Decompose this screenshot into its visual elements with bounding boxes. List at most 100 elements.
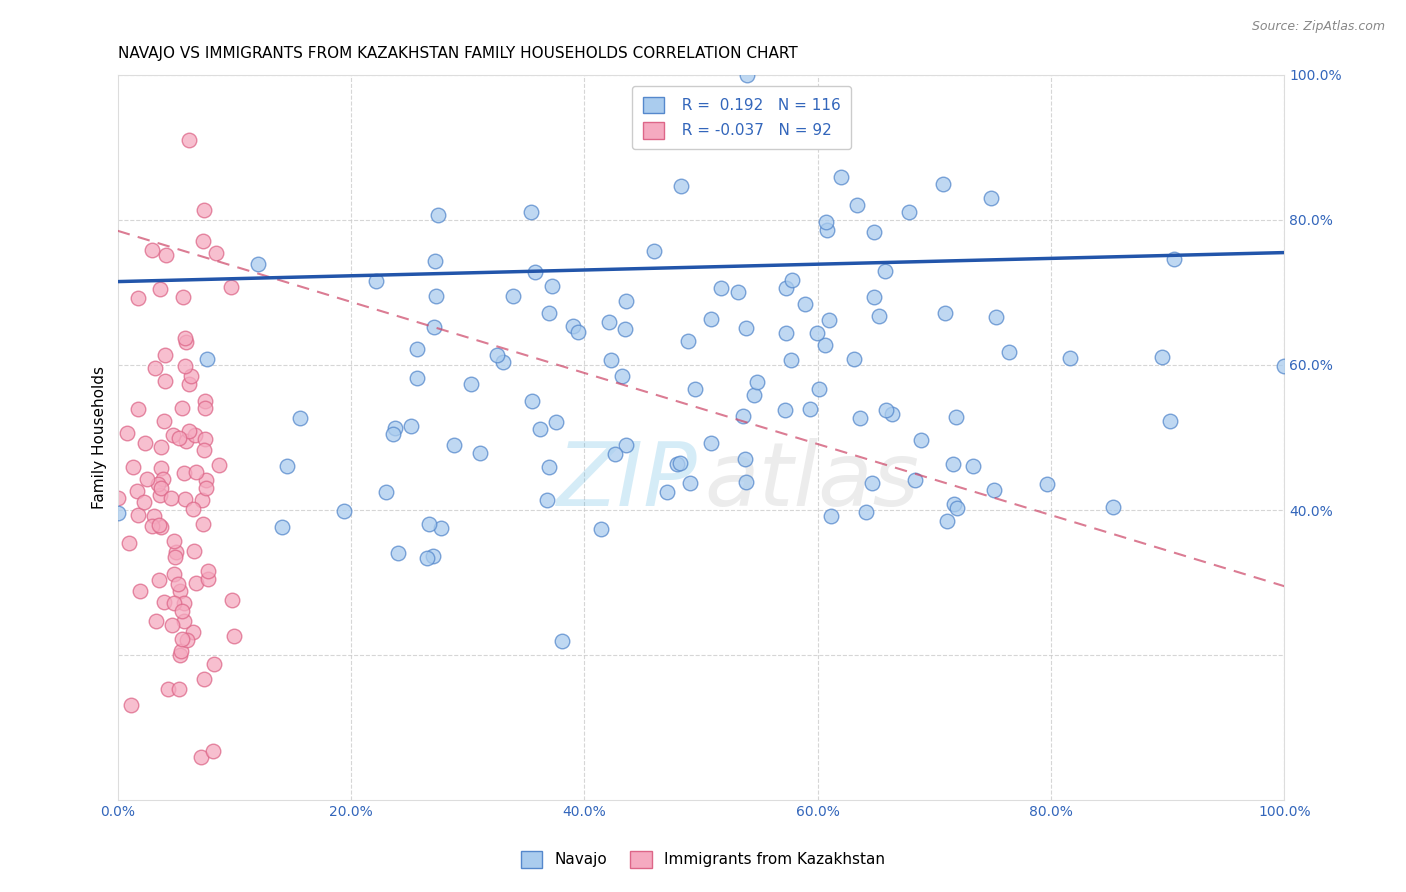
Point — [418, 516, 440, 531]
Point — [541, 279, 564, 293]
Point — [898, 205, 921, 219]
Point — [176, 632, 198, 647]
Y-axis label: Family Households: Family Households — [93, 366, 107, 509]
Point — [591, 522, 613, 536]
Point — [333, 504, 356, 518]
Point — [288, 411, 311, 425]
Point — [167, 577, 190, 591]
Point — [163, 550, 186, 565]
Text: ZIP: ZIP — [557, 438, 697, 524]
Point — [174, 359, 197, 374]
Point — [423, 254, 446, 268]
Point — [169, 584, 191, 599]
Point — [194, 393, 217, 408]
Point — [1059, 351, 1081, 365]
Point — [880, 407, 903, 421]
Point — [643, 244, 665, 258]
Point — [174, 491, 197, 506]
Point — [849, 411, 872, 425]
Point — [416, 551, 439, 566]
Point — [186, 576, 208, 591]
Point — [614, 294, 637, 309]
Point — [169, 648, 191, 662]
Legend:   R =  0.192   N = 116,   R = -0.037   N = 92: R = 0.192 N = 116, R = -0.037 N = 92 — [633, 87, 852, 149]
Point — [173, 330, 195, 344]
Point — [163, 596, 186, 610]
Point — [814, 338, 837, 352]
Point — [134, 435, 156, 450]
Point — [1163, 252, 1185, 267]
Point — [107, 491, 129, 505]
Point — [567, 325, 589, 339]
Point — [183, 543, 205, 558]
Point — [775, 326, 797, 341]
Point — [141, 243, 163, 257]
Point — [179, 376, 201, 391]
Legend: Navajo, Immigrants from Kazakhstan: Navajo, Immigrants from Kazakhstan — [515, 845, 891, 873]
Point — [1036, 477, 1059, 491]
Point — [155, 248, 177, 262]
Point — [163, 567, 186, 582]
Point — [149, 282, 172, 296]
Point — [195, 351, 218, 366]
Point — [204, 246, 226, 260]
Point — [942, 497, 965, 511]
Point — [125, 484, 148, 499]
Point — [172, 604, 194, 618]
Point — [152, 472, 174, 486]
Point — [536, 493, 558, 508]
Point — [700, 312, 723, 326]
Point — [149, 441, 172, 455]
Point — [180, 369, 202, 384]
Point — [807, 382, 830, 396]
Point — [614, 437, 637, 451]
Point — [271, 520, 294, 534]
Point — [830, 169, 852, 184]
Point — [845, 198, 868, 212]
Point — [148, 573, 170, 587]
Point — [208, 458, 231, 472]
Point — [936, 514, 959, 528]
Point — [983, 483, 1005, 497]
Point — [401, 419, 423, 434]
Point — [520, 205, 543, 219]
Point — [143, 360, 166, 375]
Point — [381, 426, 404, 441]
Point — [492, 355, 515, 369]
Point — [524, 265, 547, 279]
Point — [984, 310, 1007, 325]
Point — [855, 504, 877, 518]
Point — [875, 403, 897, 417]
Point — [426, 208, 449, 222]
Point — [387, 546, 409, 560]
Point — [538, 459, 561, 474]
Point — [603, 447, 626, 461]
Point — [197, 565, 219, 579]
Point — [191, 493, 214, 508]
Point — [551, 633, 574, 648]
Point — [191, 516, 214, 531]
Point — [700, 436, 723, 450]
Point — [934, 305, 956, 319]
Point — [193, 202, 215, 217]
Point — [735, 320, 758, 334]
Point — [794, 297, 817, 311]
Point — [614, 321, 637, 335]
Point — [932, 177, 955, 191]
Point — [734, 475, 756, 490]
Point — [820, 508, 842, 523]
Point — [127, 291, 149, 305]
Point — [818, 312, 841, 326]
Point — [546, 416, 568, 430]
Point — [165, 545, 187, 559]
Point — [443, 438, 465, 452]
Point — [149, 520, 172, 534]
Point — [173, 466, 195, 480]
Point — [842, 351, 865, 366]
Point — [422, 319, 444, 334]
Point — [148, 518, 170, 533]
Point — [599, 353, 621, 368]
Point — [157, 682, 180, 697]
Point — [520, 393, 543, 408]
Point — [118, 536, 141, 550]
